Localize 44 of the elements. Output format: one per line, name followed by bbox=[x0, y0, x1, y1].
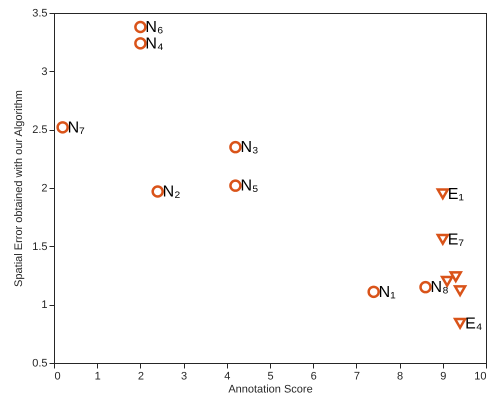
point bbox=[436, 188, 450, 200]
annotation: N₅ bbox=[240, 178, 258, 195]
point bbox=[229, 179, 242, 192]
annotation: N₈ bbox=[430, 279, 449, 296]
x-tick-label: 0 bbox=[54, 370, 61, 382]
x-tick-label: 2 bbox=[138, 370, 144, 382]
x-tick-label: 7 bbox=[354, 370, 360, 382]
annotation: E₄ bbox=[465, 315, 482, 332]
annotation: N₄ bbox=[145, 35, 164, 52]
x-tick-label: 6 bbox=[310, 370, 317, 382]
point bbox=[454, 318, 466, 329]
annotation: E₇ bbox=[448, 231, 464, 248]
annotation: N₇ bbox=[68, 119, 85, 136]
x-tick-label: 1 bbox=[94, 370, 101, 382]
y-axis-title: Spatial Error obtained with our Algorithm bbox=[13, 90, 26, 287]
annotation: N₁ bbox=[378, 284, 396, 301]
annotation: N₂ bbox=[162, 184, 180, 200]
point bbox=[56, 121, 69, 134]
x-tick-label: 4 bbox=[224, 370, 230, 382]
x-tick-label: 9 bbox=[440, 370, 446, 382]
x-tick-label: 3 bbox=[181, 370, 188, 382]
x-tick-label: 10 bbox=[474, 370, 486, 382]
point bbox=[450, 271, 462, 282]
y-tick-label: 1 bbox=[41, 299, 48, 312]
x-axis-title: Annotation Score bbox=[228, 384, 313, 396]
y-tick-label: 3.5 bbox=[32, 8, 48, 20]
point bbox=[151, 185, 164, 198]
annotation: E₁ bbox=[448, 186, 464, 203]
y-tick-label: 2 bbox=[41, 182, 48, 194]
x-tick-label: 5 bbox=[267, 370, 274, 382]
annotation: N₃ bbox=[240, 139, 259, 156]
point bbox=[229, 140, 242, 154]
annotation: N₆ bbox=[145, 19, 164, 36]
y-tick-label: 0.5 bbox=[32, 358, 48, 370]
x-tick-label: 8 bbox=[397, 370, 404, 382]
point bbox=[134, 37, 147, 50]
y-tick-label: 2.5 bbox=[32, 124, 48, 136]
point bbox=[436, 234, 450, 245]
point bbox=[134, 20, 147, 34]
y-tick-label: 1.5 bbox=[32, 240, 48, 253]
point bbox=[454, 285, 466, 296]
point bbox=[419, 280, 432, 294]
point bbox=[367, 286, 380, 298]
y-tick-label: 3 bbox=[41, 66, 48, 78]
